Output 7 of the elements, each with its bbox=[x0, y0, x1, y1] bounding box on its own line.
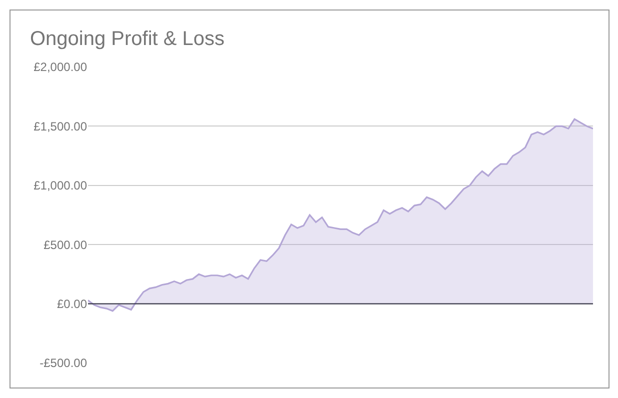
y-tick-label: -£500.00 bbox=[40, 356, 88, 370]
y-tick-label: £500.00 bbox=[44, 238, 88, 252]
y-tick-label: £1,000.00 bbox=[34, 178, 88, 193]
y-tick-label: £2,000.00 bbox=[34, 60, 88, 74]
y-tick-label: £1,500.00 bbox=[34, 119, 88, 134]
y-tick-label: £0.00 bbox=[56, 297, 88, 311]
chart-title: Ongoing Profit & Loss bbox=[30, 28, 225, 50]
